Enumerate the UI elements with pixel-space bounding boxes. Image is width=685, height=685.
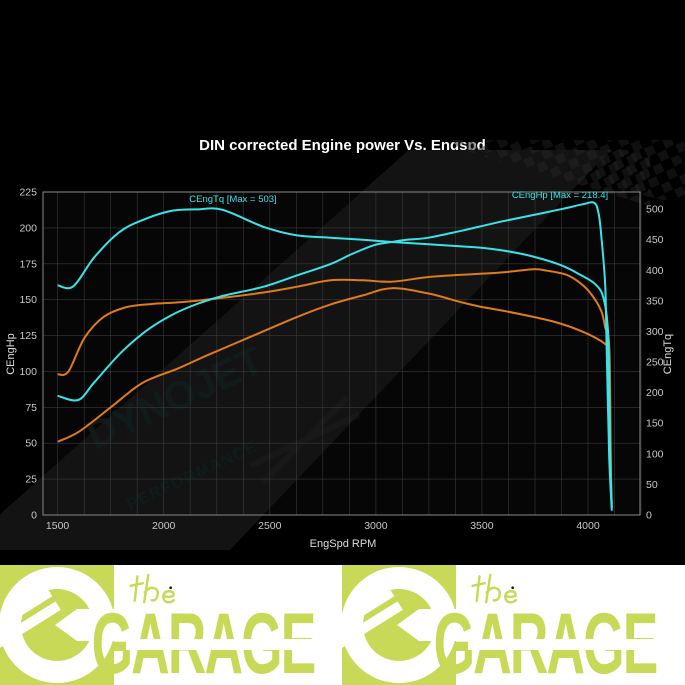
svg-text:350: 350	[646, 295, 664, 307]
svg-text:200: 200	[646, 387, 664, 399]
svg-text:CEngHp: CEngHp	[5, 333, 17, 375]
svg-text:EngSpd RPM: EngSpd RPM	[310, 538, 377, 550]
svg-text:CEngTq: CEngTq	[662, 334, 674, 374]
svg-text:0: 0	[646, 510, 652, 522]
svg-text:25: 25	[25, 474, 37, 486]
svg-text:200: 200	[19, 222, 37, 234]
svg-text:2000: 2000	[152, 520, 176, 532]
svg-text:4000: 4000	[576, 520, 600, 532]
svg-text:3500: 3500	[470, 520, 494, 532]
svg-text:75: 75	[25, 402, 37, 414]
svg-text:0: 0	[31, 510, 37, 522]
svg-text:CEngTq [Max = 503]: CEngTq [Max = 503]	[189, 194, 276, 205]
svg-text:1500: 1500	[46, 520, 70, 532]
svg-text:125: 125	[19, 330, 37, 342]
svg-text:50: 50	[25, 438, 37, 450]
svg-text:225: 225	[19, 187, 37, 199]
svg-text:150: 150	[19, 294, 37, 306]
svg-text:100: 100	[646, 448, 664, 460]
svg-text:150: 150	[646, 418, 664, 430]
svg-text:100: 100	[19, 366, 37, 378]
svg-text:175: 175	[19, 258, 37, 270]
svg-text:2500: 2500	[258, 520, 282, 532]
svg-text:500: 500	[646, 204, 664, 216]
svg-text:3000: 3000	[364, 520, 388, 532]
svg-text:400: 400	[646, 265, 664, 277]
svg-text:450: 450	[646, 234, 664, 246]
svg-text:50: 50	[646, 479, 658, 491]
svg-text:CEngHp [Max = 218.4]: CEngHp [Max = 218.4]	[512, 190, 608, 201]
